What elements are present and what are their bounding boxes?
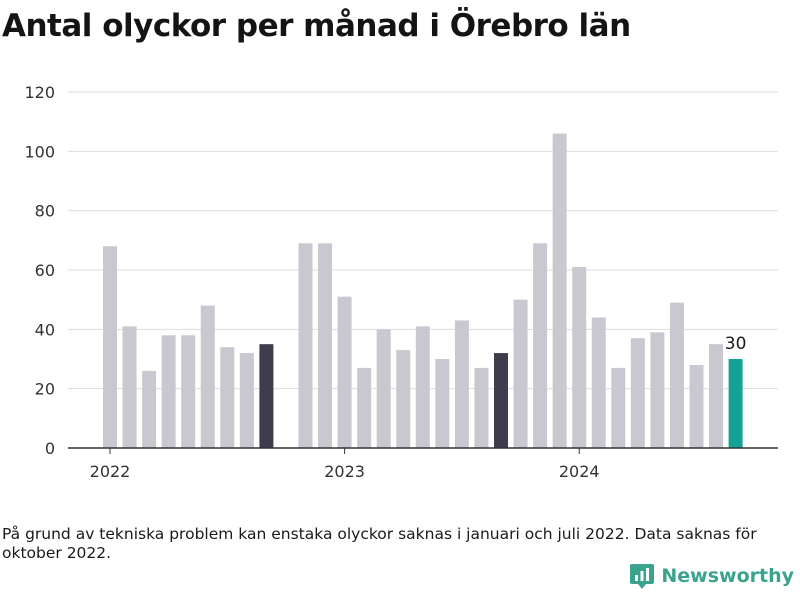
bar-2022-06	[200, 305, 215, 448]
x-tick-label: 2023	[324, 462, 365, 481]
bar-2022-04	[161, 335, 176, 448]
x-tick-label: 2024	[559, 462, 600, 481]
data-label: 30	[725, 334, 747, 354]
brand-name: Newsworthy	[661, 565, 794, 587]
bar-2024-07	[689, 364, 704, 448]
bar-2024-09	[728, 359, 743, 448]
bar-2022-12	[318, 243, 333, 448]
bar-chart: 0 20 40 60 80 100 120 30 2022 2023 2024	[24, 83, 778, 481]
bar-2024-02	[591, 317, 606, 448]
bar-2023-06	[435, 359, 450, 448]
bar-2022-08	[239, 353, 254, 448]
bar-2023-02	[357, 367, 372, 448]
y-tick-label: 40	[35, 320, 55, 339]
brand[interactable]: Newsworthy	[629, 562, 794, 590]
bar-2022-09	[259, 344, 274, 448]
footnote: På grund av tekniska problem kan enstaka…	[2, 525, 757, 562]
bar-2022-05	[181, 335, 196, 448]
bar-2023-12	[552, 133, 567, 448]
bar-2023-09	[494, 353, 508, 448]
bar-2023-10	[513, 299, 528, 448]
y-axis-ticks: 0 20 40 60 80 100 120	[24, 83, 55, 458]
bar-2024-08	[709, 344, 724, 448]
bar-2024-06	[669, 302, 684, 448]
bar-2023-07	[454, 320, 469, 448]
chart-title: Antal olyckor per månad i Örebro län	[2, 8, 631, 44]
bar-2024-01	[572, 267, 587, 448]
x-tick-label: 2022	[90, 462, 131, 481]
y-tick-label: 0	[45, 439, 55, 458]
y-tick-label: 100	[24, 142, 55, 161]
bar-2024-03	[611, 367, 626, 448]
bar-2023-04	[396, 350, 411, 448]
y-tick-label: 20	[35, 380, 55, 399]
bar-2023-03	[376, 329, 391, 448]
bar-2023-05	[415, 326, 430, 448]
bar-2023-11	[533, 243, 548, 448]
bar-2022-11	[298, 243, 313, 448]
y-tick-label: 80	[35, 202, 55, 221]
bar-2022-01	[103, 246, 117, 448]
y-tick-label: 120	[24, 83, 55, 102]
y-tick-label: 60	[35, 261, 55, 280]
newsworthy-logo-icon	[630, 564, 655, 589]
bar-2023-08	[474, 367, 489, 448]
bar-2022-03	[142, 370, 157, 448]
x-axis: 2022 2023 2024	[68, 447, 778, 481]
bar-2022-07	[220, 347, 235, 448]
bar-2024-05	[650, 332, 665, 448]
bar-2023-01	[337, 296, 352, 448]
bar-2022-02	[122, 326, 137, 448]
data-labels: 30	[725, 334, 747, 354]
bars	[103, 133, 743, 448]
bar-2024-04	[630, 338, 645, 448]
